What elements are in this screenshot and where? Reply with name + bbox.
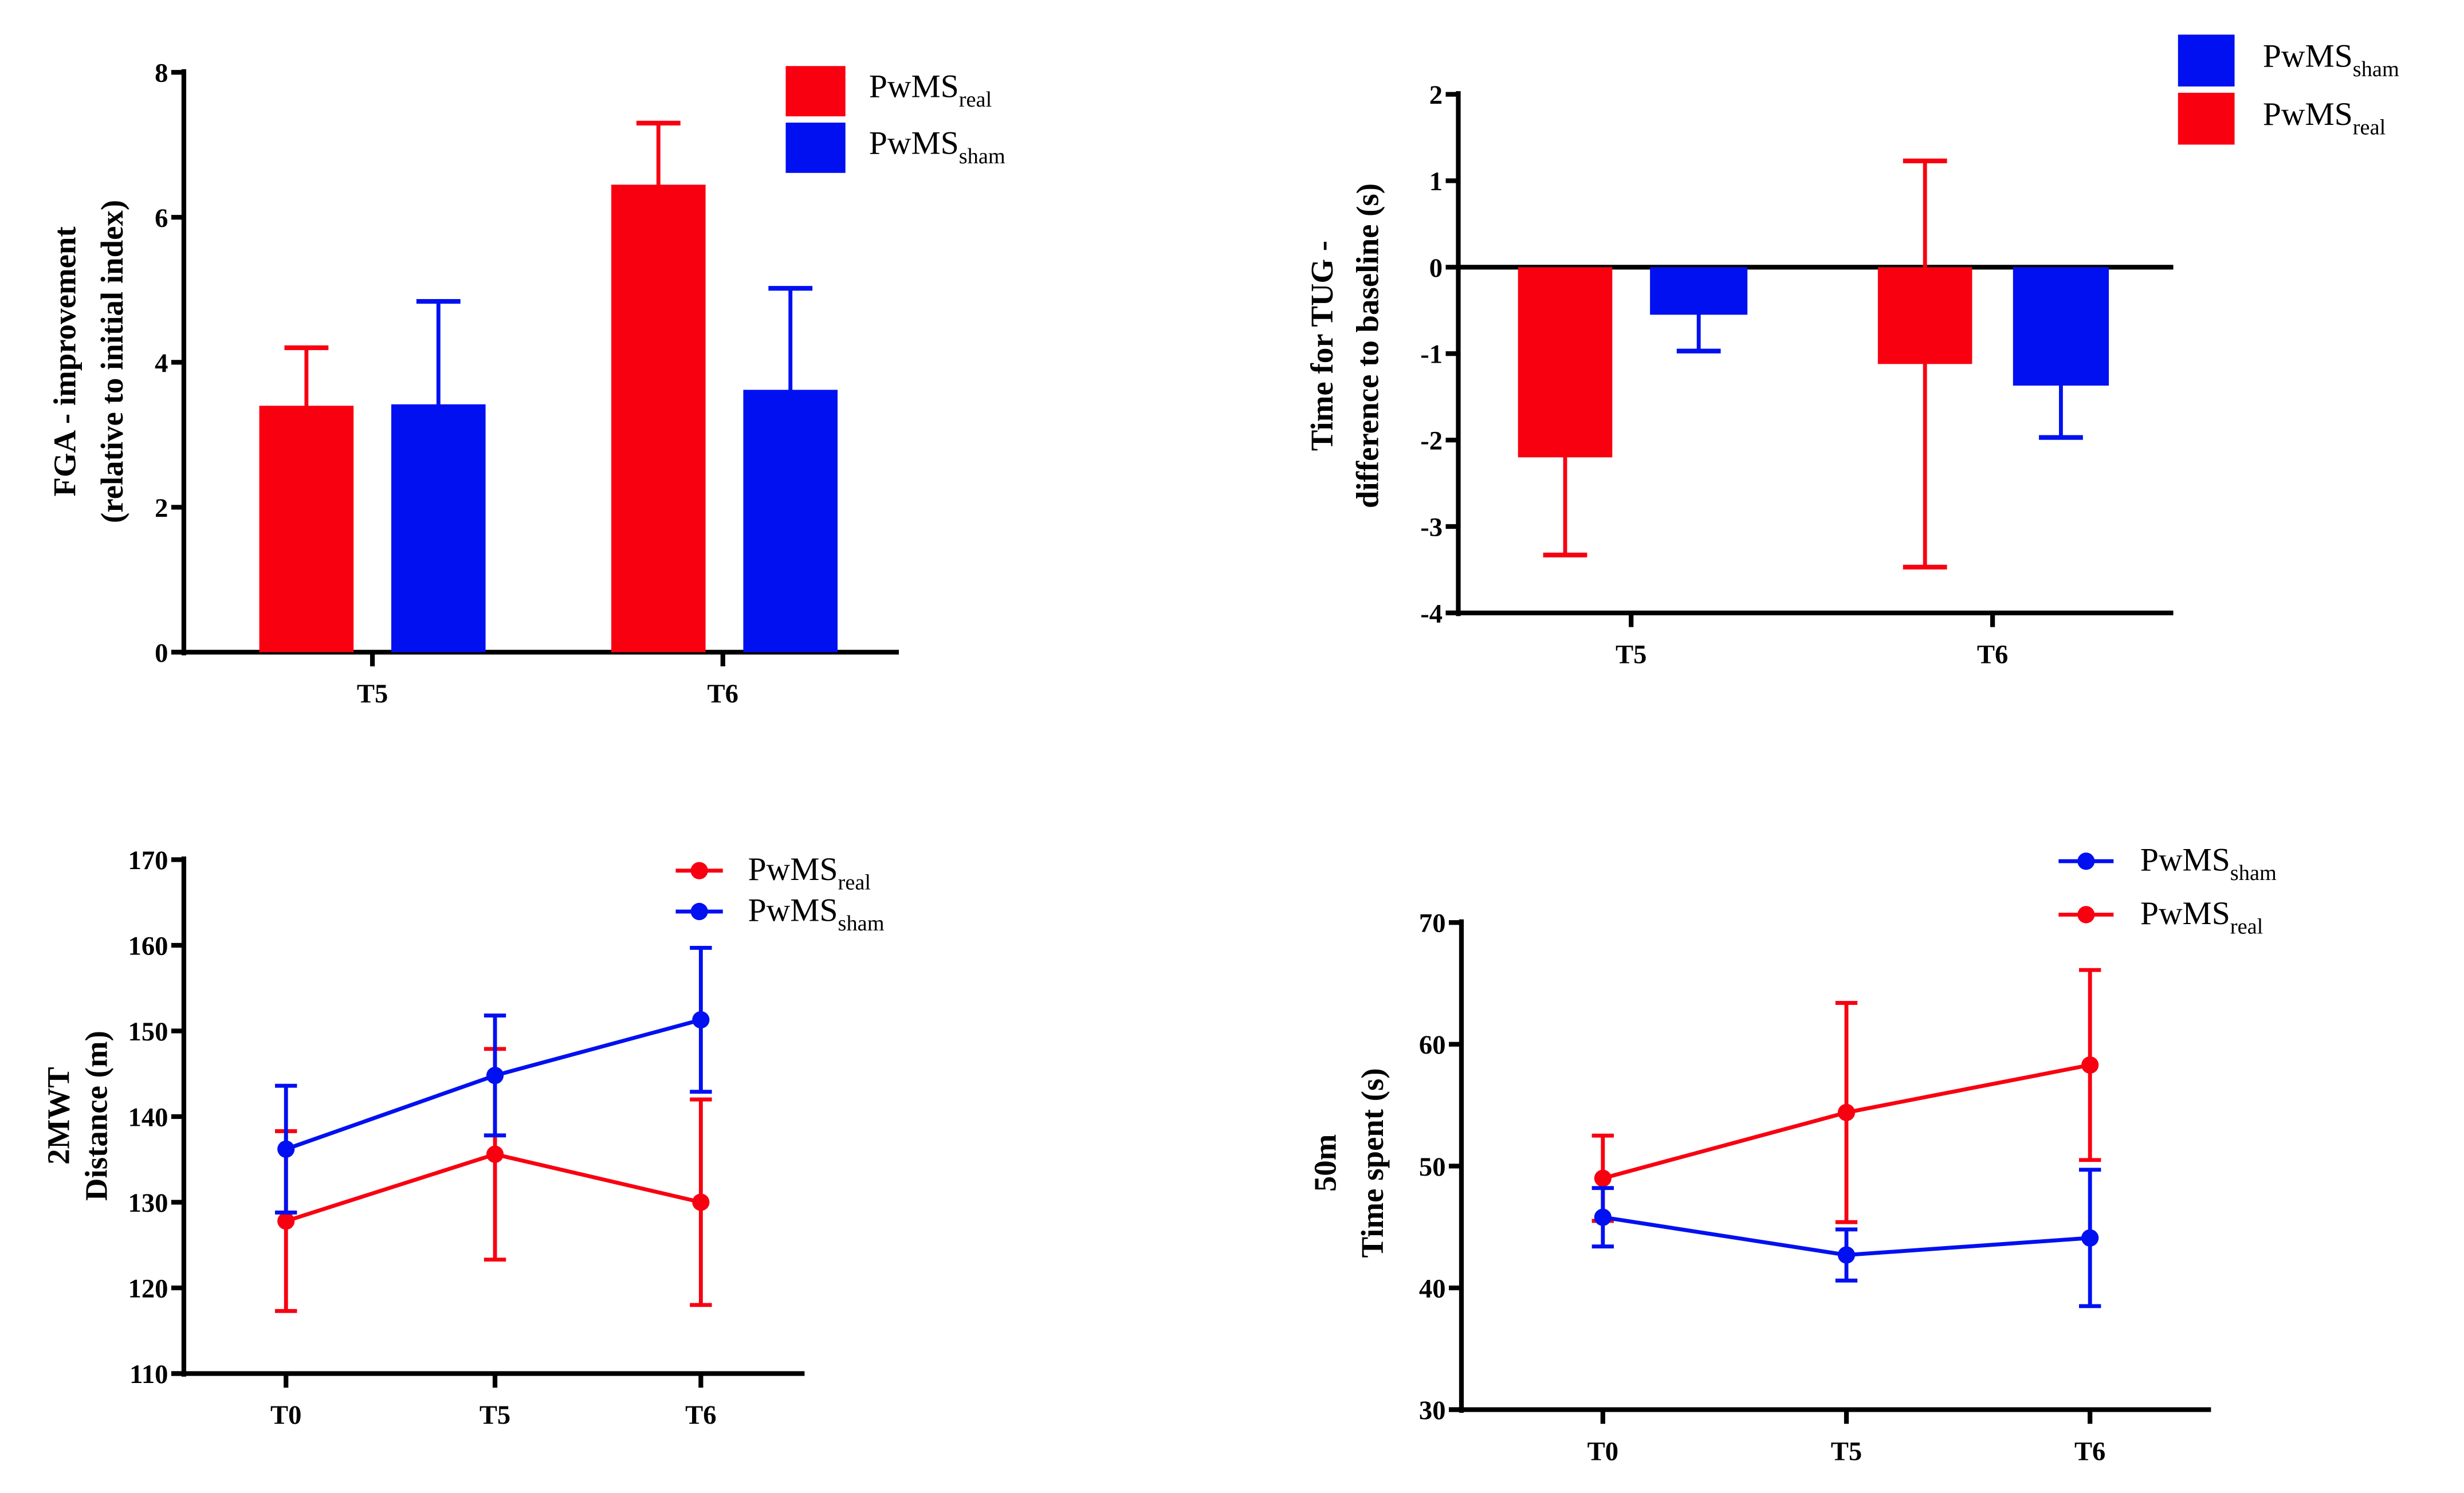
bar-real-T6 <box>611 184 706 653</box>
legend-swatch-real <box>785 66 846 117</box>
point-sham-T5 <box>1837 1246 1856 1264</box>
x-tick-label: T5 <box>357 679 388 709</box>
legend-swatch-sham <box>785 123 846 173</box>
y-tick-label: 170 <box>128 846 168 875</box>
legend-label-base: PwMS <box>2263 96 2353 132</box>
y-axis-label: difference to baseline (s) <box>1350 183 1385 508</box>
y-tick-label: -2 <box>1420 426 1443 456</box>
y-tick-label: -4 <box>1420 599 1443 628</box>
y-tick-label: 4 <box>155 348 168 378</box>
legend-label-sub: sham <box>838 911 885 936</box>
point-sham-T6 <box>2081 1229 2099 1247</box>
x-tick-label: T5 <box>480 1400 510 1430</box>
point-sham-T6 <box>692 1011 710 1029</box>
legend-label-base: PwMS <box>2140 895 2230 932</box>
y-tick-label: 150 <box>128 1017 168 1047</box>
x-tick-label: T6 <box>685 1400 716 1430</box>
x-tick-label: T6 <box>2074 1436 2105 1466</box>
y-tick-label: 160 <box>128 931 168 961</box>
y-tick-label: 30 <box>1419 1396 1446 1425</box>
x-tick-label: T0 <box>270 1400 301 1430</box>
y-tick-label: 0 <box>155 638 168 668</box>
legend-label-real: PwMSreal <box>748 851 871 894</box>
y-tick-label: -1 <box>1420 340 1443 370</box>
y-tick-label: 6 <box>155 203 168 233</box>
legend-label-real: PwMSreal <box>2263 96 2386 139</box>
y-tick-label: 60 <box>1419 1030 1446 1060</box>
legend-label-base: PwMS <box>869 69 959 105</box>
y-tick-label: 2 <box>155 493 168 523</box>
point-sham-T5 <box>486 1067 504 1085</box>
point-sham-T0 <box>1594 1208 1612 1226</box>
y-tick-label: 2 <box>1429 80 1443 110</box>
y-tick-label: 130 <box>128 1188 168 1218</box>
y-tick-label: 0 <box>1429 253 1443 283</box>
legend-marker-sham <box>2077 852 2095 870</box>
legend-label-sham: PwMSsham <box>2140 842 2277 885</box>
legend-label-sham: PwMSsham <box>748 892 885 935</box>
y-axis-label: 50m <box>1308 1134 1343 1192</box>
x-tick-label: T5 <box>1831 1436 1862 1466</box>
y-axis-label: Time spent (s) <box>1355 1068 1390 1258</box>
legend-label-sub: real <box>838 871 871 895</box>
y-axis-label: FGA - improvement <box>48 226 82 497</box>
legend-label-base: PwMS <box>869 125 959 161</box>
tug-bar-chart: Time for TUG - difference to baseline (s)… <box>1304 34 2399 670</box>
legend-label-base: PwMS <box>2263 38 2353 74</box>
y-axis-label: 2MWT <box>41 1067 76 1165</box>
point-real-T0 <box>277 1212 295 1230</box>
legend-swatch-sham <box>2178 34 2235 87</box>
y-tick-label: 40 <box>1419 1274 1446 1303</box>
legend-label-real: PwMSreal <box>869 69 992 112</box>
legend-label-base: PwMS <box>2140 842 2230 878</box>
x-tick-label: T5 <box>1616 640 1646 670</box>
point-real-T0 <box>1594 1169 1612 1187</box>
point-real-T6 <box>692 1193 710 1211</box>
fga-bar-chart: FGA - improvement (relative to initial in… <box>48 58 1005 709</box>
legend-label-sub: sham <box>959 144 1005 168</box>
x-tick-label: T6 <box>1977 640 2008 670</box>
y-tick-label: 70 <box>1419 909 1446 938</box>
y-tick-label: 8 <box>155 58 168 88</box>
legend-label-sham: PwMSsham <box>869 125 1005 168</box>
50m-line-chart: 50m Time spent (s) 30 40 50 60 70 T0 T5 T6 PwMSsha… <box>1308 842 2277 1467</box>
point-real-T6 <box>2081 1056 2099 1074</box>
legend-label-sub: real <box>2353 115 2386 139</box>
legend-label-sub: real <box>2230 914 2263 938</box>
y-tick-label: 1 <box>1429 167 1443 197</box>
y-axis-label: Distance (m) <box>79 1031 114 1201</box>
y-tick-label: 110 <box>129 1360 168 1389</box>
legend-label-sub: sham <box>2353 57 2399 81</box>
legend-label-real: PwMSreal <box>2140 895 2263 938</box>
legend-marker-real <box>2077 906 2095 924</box>
legend-label-sham: PwMSsham <box>2263 38 2399 81</box>
y-tick-label: -3 <box>1420 512 1443 542</box>
point-real-T5 <box>1837 1103 1856 1121</box>
y-tick-label: 120 <box>128 1274 168 1303</box>
y-tick-label: 140 <box>128 1102 168 1132</box>
2mwt-line-chart: 2MWT Distance (m) 110 120 130 140 150 160 170 T0 T… <box>41 846 885 1430</box>
legend-label-base: PwMS <box>748 892 838 928</box>
y-axis-label: Time for TUG - <box>1304 241 1339 451</box>
point-real-T5 <box>486 1145 504 1163</box>
legend-label-sub: real <box>959 88 992 112</box>
legend-marker-sham <box>690 902 708 921</box>
x-tick-label: T6 <box>708 679 738 709</box>
x-tick-label: T0 <box>1587 1436 1618 1466</box>
point-sham-T0 <box>277 1140 295 1158</box>
y-tick-label: 50 <box>1419 1152 1446 1182</box>
legend-label-base: PwMS <box>748 851 838 887</box>
legend-label-sub: sham <box>2230 861 2277 885</box>
legend-swatch-real <box>2178 92 2235 145</box>
legend-marker-real <box>690 862 708 879</box>
y-axis-label: (relative to initial index) <box>95 200 129 523</box>
